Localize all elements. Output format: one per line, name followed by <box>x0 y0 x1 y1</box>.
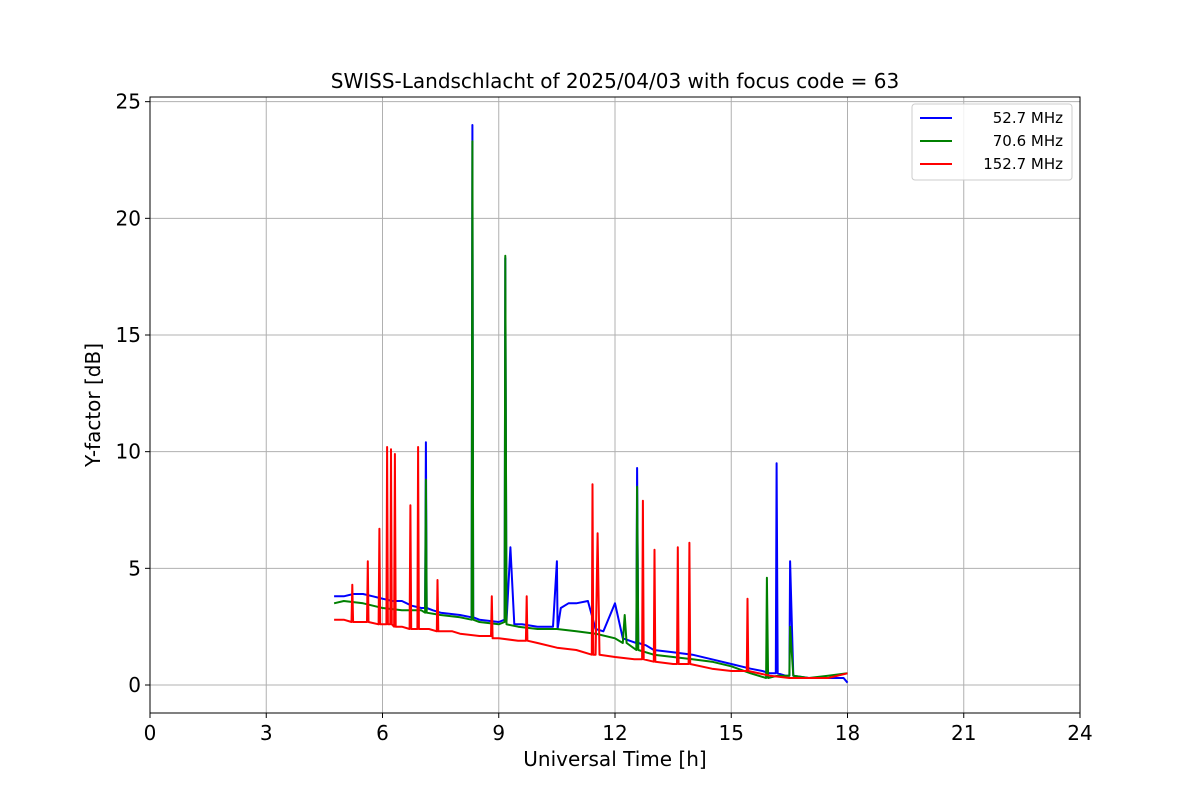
x-axis-label: Universal Time [h] <box>523 747 706 771</box>
x-tick-label: 15 <box>719 721 744 745</box>
legend-box <box>911 103 1073 181</box>
x-tick-label: 3 <box>260 721 273 745</box>
y-tick-label: 15 <box>116 323 141 347</box>
series-line-152-7-mhz <box>334 446 848 679</box>
y-tick-label: 10 <box>116 440 141 464</box>
legend-label-70-6: 70.6 MHz <box>993 132 1063 150</box>
series-group <box>333 124 849 684</box>
y-tick-label: 0 <box>128 673 141 697</box>
x-tick-label: 9 <box>492 721 505 745</box>
y-axis-label: Y-factor [dB] <box>81 343 105 468</box>
legend: 52.7 MHz 70.6 MHz 152.7 MHz <box>911 103 1073 181</box>
x-tick-label: 24 <box>1067 721 1092 745</box>
legend-label-152-7: 152.7 MHz <box>983 155 1063 173</box>
legend-label-52-7: 52.7 MHz <box>993 109 1063 127</box>
x-tick-label: 21 <box>951 721 976 745</box>
chart-title: SWISS-Landschlacht of 2025/04/03 with fo… <box>331 69 899 93</box>
ticks: 0 3 6 9 12 15 18 21 24 0 5 10 15 20 25 <box>116 90 1093 745</box>
y-tick-label: 20 <box>116 206 141 230</box>
x-tick-label: 18 <box>835 721 860 745</box>
x-tick-label: 0 <box>144 721 157 745</box>
y-tick-label: 25 <box>116 90 141 114</box>
x-tick-label: 6 <box>376 721 389 745</box>
x-tick-label: 12 <box>602 721 627 745</box>
y-tick-label: 5 <box>128 556 141 580</box>
